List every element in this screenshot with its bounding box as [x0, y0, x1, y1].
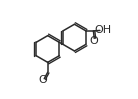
Text: OH: OH	[94, 25, 111, 35]
Text: O: O	[90, 36, 99, 46]
Text: O: O	[38, 75, 47, 86]
